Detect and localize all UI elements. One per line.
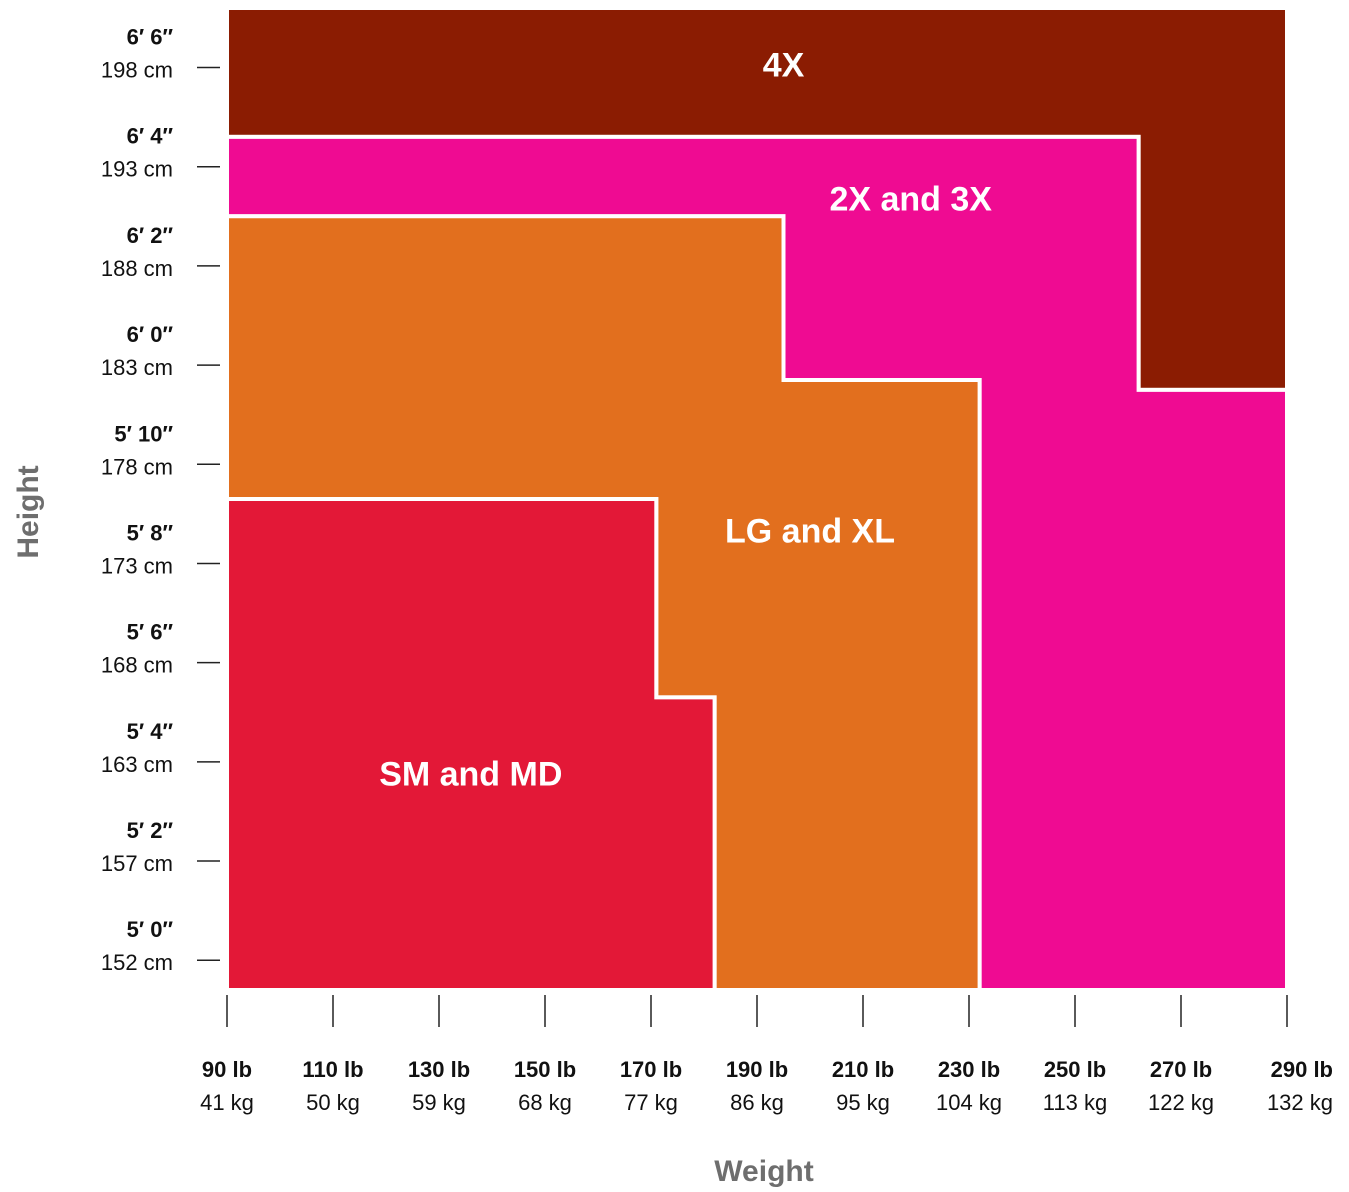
y-tick-label-metric: 188 cm — [101, 256, 173, 281]
y-axis-title: Height — [12, 465, 45, 558]
x-tick-label-imperial: 90 lb — [202, 1057, 252, 1082]
region-label-4x: 4X — [763, 46, 805, 84]
x-tick-label-imperial: 210 lb — [832, 1057, 894, 1082]
y-axis: 5′ 0″ 152 cm 5′ 2″ 157 cm 5′ 4″ 163 cm 5′ 6″ 16… — [101, 25, 220, 975]
x-tick-label-imperial: 170 lb — [620, 1057, 682, 1082]
y-tick-label-imperial: 6′ 2″ — [127, 223, 174, 248]
y-tick-label-imperial: 5′ 8″ — [127, 520, 174, 545]
x-tick-label-metric: 113 kg — [1043, 1090, 1107, 1115]
y-tick-label-metric: 178 cm — [101, 454, 173, 479]
y-tick-label-metric: 168 cm — [101, 653, 173, 678]
y-tick-label-imperial: 6′ 4″ — [127, 124, 174, 149]
x-tick-label-imperial: 290 lb — [1271, 1057, 1333, 1082]
y-tick-label-metric: 163 cm — [101, 752, 173, 777]
region-label-sm-and-md: SM and MD — [379, 756, 562, 794]
region-label-2x-and-3x: 2X and 3X — [829, 180, 992, 218]
size-regions — [225, 6, 1289, 992]
x-tick-label-imperial: 110 lb — [302, 1057, 363, 1082]
x-tick-label-metric: 50 kg — [306, 1090, 360, 1115]
y-tick-label-imperial: 5′ 6″ — [127, 620, 174, 645]
y-tick-label-imperial: 6′ 0″ — [127, 322, 174, 347]
region-sm-and-md — [225, 497, 717, 992]
x-tick-label-metric: 122 kg — [1148, 1090, 1214, 1115]
y-tick-label-metric: 183 cm — [101, 355, 173, 380]
y-tick-label-metric: 198 cm — [101, 58, 173, 83]
x-tick-label-imperial: 130 lb — [408, 1057, 470, 1082]
x-tick-label-imperial: 250 lb — [1044, 1057, 1106, 1082]
x-tick-label-imperial: 230 lb — [938, 1057, 1000, 1082]
x-tick-label-metric: 95 kg — [836, 1090, 890, 1115]
y-tick-label-imperial: 6′ 6″ — [127, 25, 174, 50]
x-tick-label-imperial: 190 lb — [726, 1057, 788, 1082]
x-tick-label-metric: 41 kg — [200, 1090, 254, 1115]
x-tick-label-metric: 104 kg — [936, 1090, 1002, 1115]
x-tick-label-metric: 77 kg — [624, 1090, 678, 1115]
x-tick-label-metric: 68 kg — [518, 1090, 572, 1115]
x-tick-label-imperial: 270 lb — [1150, 1057, 1212, 1082]
x-axis: 90 lb 41 kg 110 lb 50 kg 130 lb 59 kg 150 lb 68… — [200, 995, 1333, 1115]
y-tick-label-metric: 173 cm — [101, 553, 173, 578]
y-tick-label-metric: 193 cm — [101, 157, 173, 182]
region-label-lg-and-xl: LG and XL — [725, 513, 895, 551]
x-tick-label-metric: 86 kg — [730, 1090, 784, 1115]
y-tick-label-metric: 157 cm — [101, 851, 173, 876]
x-tick-label-imperial: 150 lb — [514, 1057, 576, 1082]
y-tick-label-imperial: 5′ 4″ — [127, 719, 174, 744]
y-tick-label-imperial: 5′ 2″ — [127, 818, 174, 843]
y-tick-label-metric: 152 cm — [101, 950, 173, 975]
x-tick-label-metric: 59 kg — [412, 1090, 466, 1115]
y-tick-label-imperial: 5′ 0″ — [127, 917, 174, 942]
x-axis-title: Weight — [714, 1155, 813, 1188]
x-tick-label-metric: 132 kg — [1267, 1090, 1333, 1115]
y-tick-label-imperial: 5′ 10″ — [114, 421, 173, 446]
size-region-labels: 4X 2X and 3X LG and XL SM and MD — [379, 46, 992, 793]
